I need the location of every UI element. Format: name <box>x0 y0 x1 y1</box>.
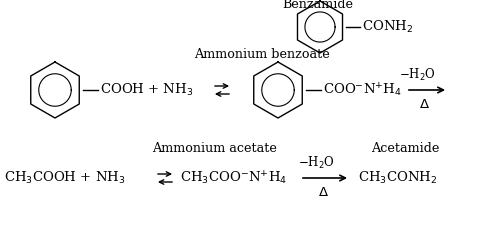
Text: CH$_3$COOH + NH$_3$: CH$_3$COOH + NH$_3$ <box>4 170 125 186</box>
Text: $-$H$_2$O: $-$H$_2$O <box>399 67 435 83</box>
Text: CH$_3$CONH$_2$: CH$_3$CONH$_2$ <box>358 170 437 186</box>
Text: Benzamide: Benzamide <box>283 0 353 12</box>
Text: CONH$_2$: CONH$_2$ <box>362 19 413 35</box>
Text: $-$H$_2$O: $-$H$_2$O <box>298 155 334 171</box>
Text: COOH + NH$_3$: COOH + NH$_3$ <box>100 82 193 98</box>
Text: Ammonium benzoate: Ammonium benzoate <box>194 49 330 62</box>
Text: $\Delta$: $\Delta$ <box>318 185 328 198</box>
Text: $\Delta$: $\Delta$ <box>419 97 429 110</box>
Text: Ammonium acetate: Ammonium acetate <box>153 142 278 155</box>
Text: CH$_3$COO$^{-}$N$^{+}$H$_4$: CH$_3$COO$^{-}$N$^{+}$H$_4$ <box>180 169 287 187</box>
Text: Acetamide: Acetamide <box>371 142 439 155</box>
Text: COO$^{-}$N$^{+}$H$_4$: COO$^{-}$N$^{+}$H$_4$ <box>323 81 402 99</box>
